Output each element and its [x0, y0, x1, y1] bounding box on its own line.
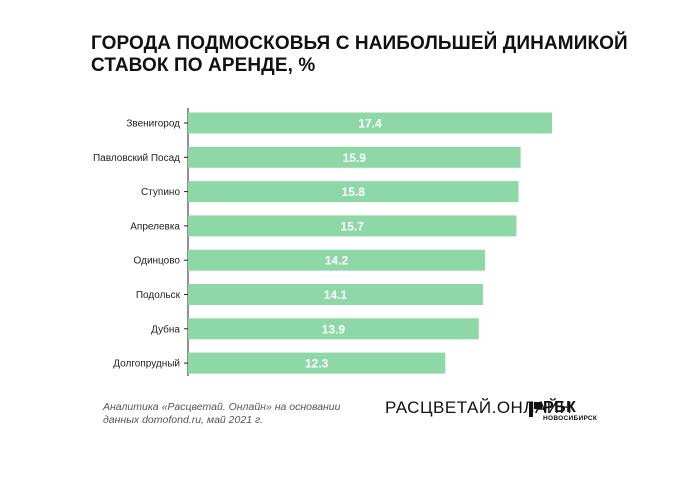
- brand-logo-part-1: РАСЦВЕТАЙ.: [385, 398, 497, 417]
- category-label: Одинцово: [134, 256, 181, 267]
- source-note-line-2: данных domofond.ru, май 2021 г.: [103, 414, 264, 426]
- bar: [188, 284, 483, 305]
- category-label: Долгопрудный: [113, 359, 180, 370]
- bar: [188, 112, 552, 134]
- bar-value-label: 15.8: [342, 185, 366, 199]
- category-label: Подольск: [136, 290, 181, 301]
- category-label: Ступино: [141, 187, 180, 198]
- chart-title-line-2: СТАВОК ПО АРЕНДЕ, %: [91, 55, 316, 76]
- rbk-mark-icon: [529, 402, 542, 417]
- bar-value-label: 13.9: [322, 322, 346, 336]
- bar-value-label: 15.7: [341, 219, 365, 233]
- bar: [188, 181, 519, 203]
- chart-title-line-1: ГОРОДА ПОДМОСКОВЬЯ С НАИБОЛЬШЕЙ ДИНАМИКО…: [91, 33, 628, 54]
- rbk-logo-subtitle: НОВОСИБИРСК: [543, 415, 598, 422]
- category-label: Дубна: [151, 323, 180, 335]
- bar-value-label: 15.9: [343, 151, 367, 165]
- bar: [188, 146, 521, 168]
- bar-value-label: 14.2: [325, 254, 349, 268]
- bar: [188, 215, 517, 237]
- bar: [188, 249, 486, 271]
- category-label: Павловский Посад: [93, 153, 180, 164]
- bar: [188, 352, 446, 374]
- bar-value-label: 17.4: [358, 117, 382, 131]
- category-label: Звенигород: [126, 119, 180, 130]
- rbk-logo-name: РБК: [543, 399, 577, 416]
- bar-value-label: 14.1: [324, 288, 348, 302]
- source-note: Аналитика «Расцветай. Онлайн» на основан…: [103, 401, 363, 427]
- chart-title: ГОРОДА ПОДМОСКОВЬЯ С НАИБОЛЬШЕЙ ДИНАМИКО…: [91, 33, 631, 77]
- category-label: Апрелевка: [130, 221, 180, 232]
- source-note-line-1: Аналитика «Расцветай. Онлайн» на основан…: [103, 401, 341, 413]
- bar: [188, 318, 479, 340]
- bar-value-label: 12.3: [305, 357, 329, 371]
